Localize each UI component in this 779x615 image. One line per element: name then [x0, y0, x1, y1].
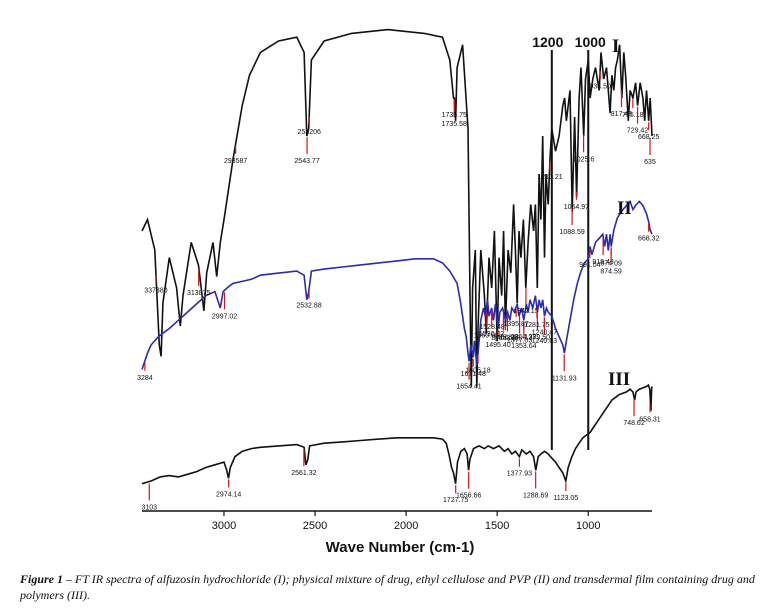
figure-caption: Figure 1 – FT IR spectra of alfuzosin hy… — [20, 571, 765, 603]
peak-label: 1210.21 — [537, 174, 562, 181]
figure-caption-label: Figure 1 — [20, 572, 64, 586]
figure-caption-text: – FT IR spectra of alfuzosin hydrochlori… — [20, 572, 755, 602]
peak-label: 337380 — [144, 288, 167, 295]
x-axis-label: Wave Number (cm-1) — [326, 539, 475, 556]
peak-label: 2974.14 — [216, 491, 241, 498]
peak-label: 1240.63 — [532, 338, 557, 345]
peak-label: 2997.02 — [212, 313, 237, 320]
peak-label: 3284 — [137, 375, 153, 382]
x-axis: 3000 2500 2000 1500 1000 — [142, 510, 652, 532]
x-tick-label: 1500 — [485, 520, 509, 532]
peak-label: 1443.58 — [495, 335, 520, 342]
peak-label: 1088.59 — [559, 229, 584, 236]
peak-label: 1465.83 — [491, 334, 516, 341]
peak-label: 1454.98 — [493, 334, 518, 341]
peak-label: 1025.6 — [573, 156, 595, 163]
series-label-I: I — [612, 36, 619, 57]
series-line-II — [141, 199, 653, 370]
reference-lines-layer: 1200 1000 — [532, 34, 606, 450]
series-line-I — [141, 28, 653, 387]
peak-label: 1288.69 — [523, 492, 548, 499]
peak-label: 1123.05 — [553, 495, 578, 502]
peak-label: 1735.58 — [442, 121, 467, 128]
peak-label: 1240.47 — [532, 329, 557, 336]
peak-label: 2561.32 — [291, 470, 316, 477]
peak-labels-layer: 337380 313875 293587 2543.77 253206 1735.58 17… — [137, 71, 661, 512]
peak-label: 1131.93 — [552, 375, 577, 382]
peak-label: 1395.87 — [503, 321, 528, 328]
peak-label: 1735.75 — [442, 112, 467, 119]
peak-label: 755.18 — [622, 112, 644, 119]
peak-label: 253206 — [298, 129, 321, 136]
peak-label: 1342.15 — [513, 308, 538, 315]
series-label-III: III — [608, 369, 630, 390]
reference-line-label: 1200 — [532, 34, 563, 50]
peak-label: 918.43 — [592, 259, 614, 266]
x-tick-label: 2500 — [303, 520, 327, 532]
peak-label: 1281.75 — [524, 322, 549, 329]
reference-line-label: 1000 — [575, 34, 606, 50]
peak-label: 1656.66 — [456, 493, 481, 500]
peak-label: 1353.64 — [511, 343, 536, 350]
peak-label: 1631.48 — [461, 371, 486, 378]
peak-label: 748.62 — [623, 420, 645, 427]
peak-label: 658.31 — [639, 416, 661, 423]
peak-label: 1560.05 — [474, 332, 499, 339]
peak-label: 1605.18 — [465, 367, 490, 374]
peak-label: 817.43 — [611, 111, 633, 118]
peak-label: 874.59 — [600, 268, 622, 275]
peak-label: 668.25 — [638, 134, 660, 141]
peak-label: 293587 — [224, 158, 247, 165]
peak-label: 934.50 — [589, 84, 611, 91]
peak-label: 991.04 — [579, 262, 601, 269]
peak-label: 313875 — [187, 290, 210, 297]
x-tick-label: 2000 — [394, 520, 418, 532]
peak-label: 668.32 — [638, 236, 660, 243]
peak-label: 3103 — [141, 505, 157, 512]
peak-label: 2543.77 — [294, 158, 319, 165]
peak-label: 1495.40 — [485, 342, 510, 349]
series-label-II: II — [617, 198, 632, 219]
peak-label: 1377.03 — [507, 337, 532, 344]
peak-label: 1279.50 — [525, 334, 550, 341]
peak-label: 1064.97 — [564, 204, 589, 211]
x-tick-label: 3000 — [212, 520, 236, 532]
peak-label: 635 — [644, 159, 656, 166]
peak-label: 1377.93 — [507, 471, 532, 478]
x-tick-label: 1000 — [576, 520, 600, 532]
peak-label: 1530.22 — [479, 331, 504, 338]
peak-label: 2532.88 — [296, 303, 321, 310]
peak-label: 1727.75 — [443, 497, 468, 504]
series-line-III — [141, 383, 653, 485]
peak-label: 1528.48 — [479, 324, 504, 331]
peak-label: 729.42 — [627, 128, 649, 135]
peak-label: 1654.41 — [456, 384, 481, 391]
